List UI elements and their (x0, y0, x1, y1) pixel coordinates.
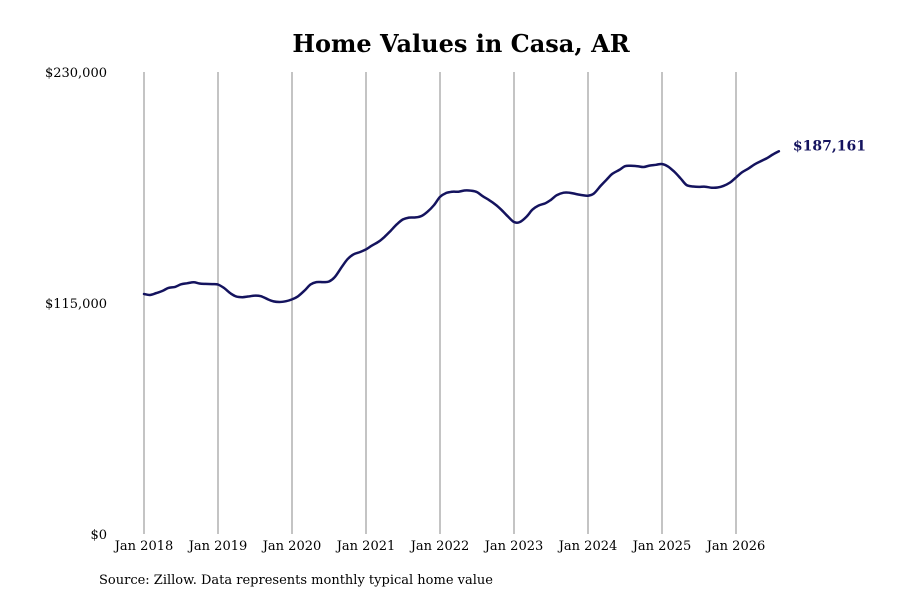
x-tick-label: Jan 2024 (557, 539, 618, 554)
source-note: Source: Zillow. Data represents monthly … (99, 573, 493, 588)
y-tick-label: $0 (90, 528, 107, 543)
chart-title: Home Values in Casa, AR (292, 29, 630, 58)
x-tick-label: Jan 2025 (631, 539, 692, 554)
series-line (142, 150, 781, 304)
y-tick-label: $115,000 (45, 297, 107, 312)
x-tick-label: Jan 2020 (261, 539, 322, 554)
x-tick-label: Jan 2021 (335, 539, 396, 554)
x-axis-ticks: Jan 2018 Jan 2019 Jan 2020 Jan 2021 Jan 2022… (113, 539, 766, 554)
x-tick-label: Jan 2026 (705, 539, 766, 554)
x-tick-label: Jan 2019 (187, 539, 248, 554)
vertical-gridlines (143, 72, 737, 534)
y-axis-ticks: $0 $115,000 $230,000 (45, 66, 107, 543)
y-tick-label: $230,000 (45, 66, 107, 81)
x-tick-label: Jan 2023 (483, 539, 544, 554)
series-end-label: $187,161 (793, 138, 866, 154)
x-tick-label: Jan 2018 (113, 539, 174, 554)
x-tick-label: Jan 2022 (409, 539, 470, 554)
